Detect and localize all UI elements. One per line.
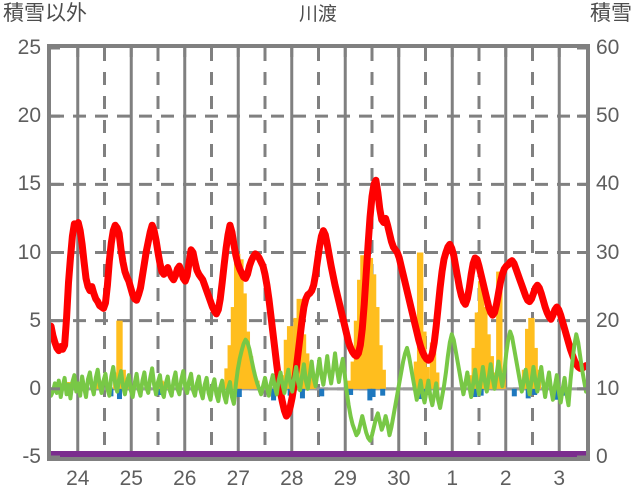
y-tick-right-10: 10 <box>596 376 620 400</box>
x-tick-28: 28 <box>280 467 304 490</box>
x-tick-29: 29 <box>333 467 357 490</box>
y-tick-right-40: 40 <box>596 172 620 196</box>
x-tick-2: 2 <box>499 467 512 490</box>
chart-title: 川渡 <box>298 4 337 25</box>
right-axis-title: 積雪 <box>590 2 632 25</box>
y-tick-left-25: 25 <box>17 36 41 59</box>
y-tick-left-10: 10 <box>17 240 41 264</box>
y-tick-left-15: 15 <box>17 172 41 196</box>
x-tick-27: 27 <box>226 467 250 490</box>
y-tick-right-60: 60 <box>596 36 620 59</box>
y-tick-left-20: 20 <box>17 104 41 128</box>
x-tick-30: 30 <box>387 467 411 490</box>
data-lines <box>51 176 586 443</box>
y-tick-right-50: 50 <box>596 104 620 128</box>
x-tick-26: 26 <box>173 467 197 490</box>
y-tick-right-0: 0 <box>596 445 608 468</box>
y-tick-left-5: 5 <box>29 308 41 332</box>
x-tick-24: 24 <box>66 467 90 490</box>
plot-area <box>47 44 590 461</box>
y-tick-left-0: 0 <box>29 376 41 400</box>
x-tick-25: 25 <box>119 467 143 490</box>
y-tick-right-20: 20 <box>596 308 620 332</box>
y-tick-left--5: -5 <box>22 445 41 468</box>
snow-depth-baseline <box>51 451 586 457</box>
x-tick-3: 3 <box>553 467 566 490</box>
left-axis-title: 積雪以外 <box>3 2 87 25</box>
y-tick-right-30: 30 <box>596 240 620 264</box>
x-tick-1: 1 <box>446 467 459 490</box>
